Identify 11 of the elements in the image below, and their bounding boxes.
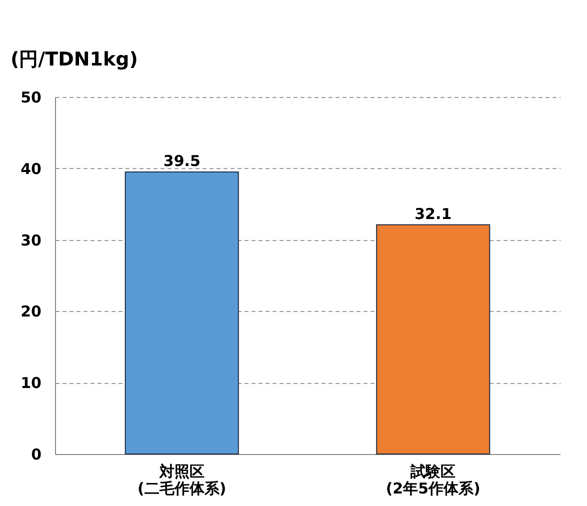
y-tick-label: 20 bbox=[20, 302, 42, 321]
y-tick-label: 50 bbox=[20, 88, 42, 106]
y-tick-label: 40 bbox=[20, 160, 42, 178]
y-axis-title: (円/TDN1kg) bbox=[10, 48, 138, 70]
data-label: 39.5 bbox=[163, 152, 200, 170]
y-tick-label: 0 bbox=[31, 446, 42, 464]
x-tick-label: 試験区 (2年5作体系) bbox=[386, 462, 480, 498]
y-tick-label: 10 bbox=[20, 374, 42, 392]
data-label: 32.1 bbox=[414, 204, 452, 223]
x-tick-label: 対照区 (二毛作体系) bbox=[138, 462, 226, 498]
y-tick-label: 30 bbox=[20, 231, 42, 250]
